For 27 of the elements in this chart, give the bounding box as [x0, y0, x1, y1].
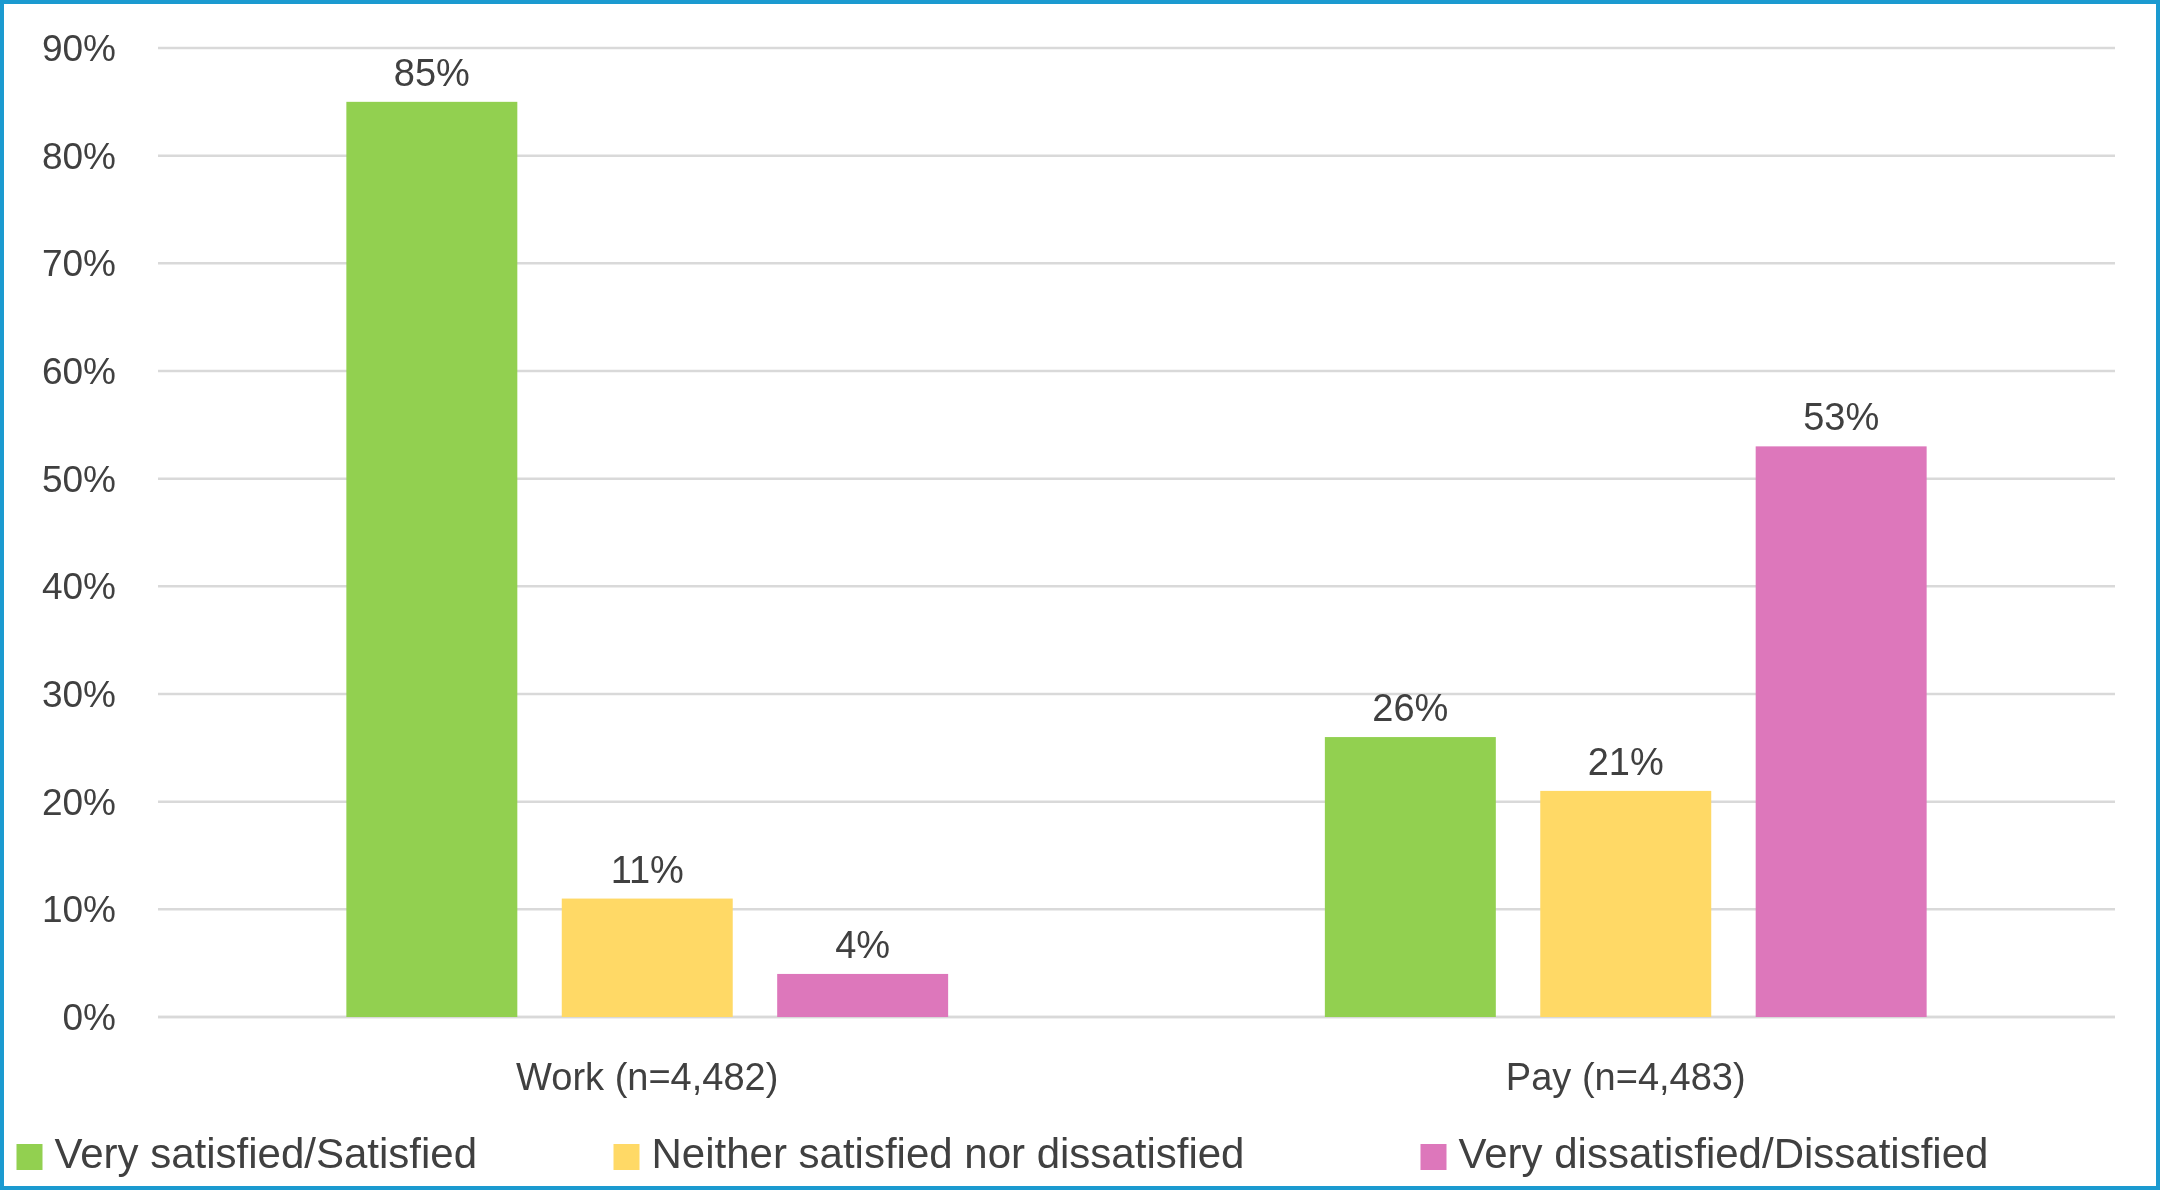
- data-label: 4%: [835, 923, 891, 966]
- data-label: 53%: [1803, 396, 1880, 439]
- legend-label: Very dissatisfied/Dissatisfied: [1458, 1130, 1989, 1177]
- bar: [346, 101, 518, 1017]
- y-tick-label: 60%: [41, 350, 116, 392]
- y-tick-label: 30%: [41, 673, 116, 715]
- x-tick-label: Work (n=4,482): [516, 1056, 779, 1098]
- y-tick-label: 0%: [62, 996, 116, 1038]
- y-tick-label: 20%: [41, 781, 116, 823]
- y-tick-label: 90%: [41, 27, 116, 69]
- data-label: 85%: [393, 51, 470, 94]
- y-tick-label: 10%: [41, 889, 116, 931]
- legend-label: Very satisfied/Satisfied: [54, 1130, 478, 1177]
- data-label: 26%: [1372, 687, 1449, 730]
- data-label: 11%: [610, 848, 684, 891]
- y-tick-label: 70%: [41, 243, 116, 285]
- y-tick-label: 50%: [41, 458, 116, 500]
- bar: [1540, 790, 1712, 1017]
- bar: [561, 898, 733, 1017]
- bar: [1324, 737, 1496, 1017]
- y-tick-label: 80%: [41, 135, 116, 177]
- y-tick-label: 40%: [41, 566, 116, 608]
- x-tick-label: Pay (n=4,483): [1505, 1056, 1746, 1098]
- data-label: 21%: [1587, 740, 1664, 783]
- bar: [777, 973, 949, 1017]
- bar: [1755, 446, 1927, 1017]
- legend-label: Neither satisfied nor dissatisfied: [651, 1130, 1245, 1177]
